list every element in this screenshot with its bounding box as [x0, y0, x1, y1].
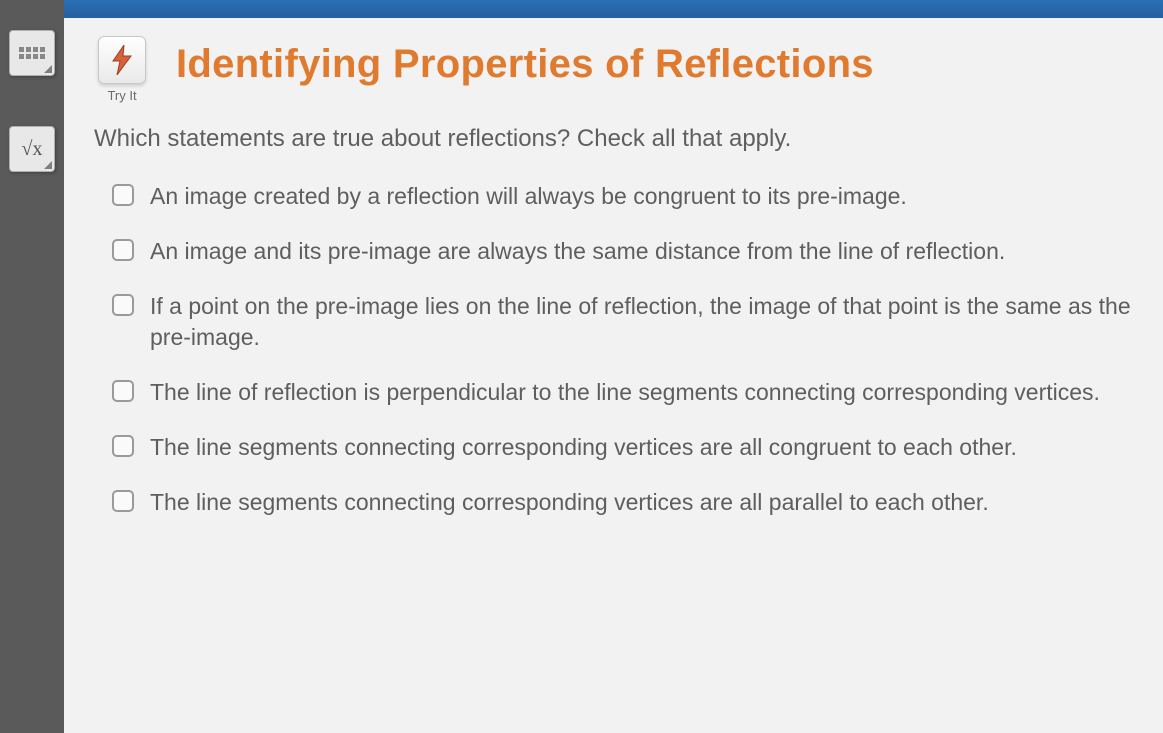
page-title: Identifying Properties of Reflections: [176, 36, 874, 87]
content-panel: Try It Identifying Properties of Reflect…: [64, 0, 1163, 733]
question-block: Which statements are true about reflecti…: [64, 125, 1163, 518]
option-checkbox[interactable]: [112, 294, 134, 316]
option-text: An image created by a reflection will al…: [150, 181, 907, 212]
left-tool-rail: √x: [0, 0, 64, 733]
lesson-header: Try It Identifying Properties of Reflect…: [64, 18, 1163, 125]
option-row[interactable]: The line segments connecting correspondi…: [112, 487, 1133, 518]
option-text: The line of reflection is perpendicular …: [150, 377, 1100, 408]
option-checkbox[interactable]: [112, 435, 134, 457]
expand-corner-icon: [44, 161, 52, 169]
sqrt-icon: √x: [22, 138, 43, 161]
option-text: The line segments connecting correspondi…: [150, 432, 1017, 463]
options-list: An image created by a reflection will al…: [94, 181, 1133, 518]
option-row[interactable]: An image and its pre-image are always th…: [112, 236, 1133, 267]
try-it-badge: Try It: [94, 36, 150, 103]
keyboard-icon: [19, 47, 45, 59]
option-row[interactable]: The line segments connecting correspondi…: [112, 432, 1133, 463]
expand-corner-icon: [44, 65, 52, 73]
option-checkbox[interactable]: [112, 380, 134, 402]
keyboard-tool-button[interactable]: [9, 30, 55, 76]
sqrt-tool-button[interactable]: √x: [9, 126, 55, 172]
option-text: If a point on the pre-image lies on the …: [150, 291, 1133, 353]
option-checkbox[interactable]: [112, 184, 134, 206]
option-row[interactable]: An image created by a reflection will al…: [112, 181, 1133, 212]
option-checkbox[interactable]: [112, 490, 134, 512]
option-checkbox[interactable]: [112, 239, 134, 261]
option-row[interactable]: The line of reflection is perpendicular …: [112, 377, 1133, 408]
try-it-label: Try It: [107, 88, 136, 103]
app-top-bar: [64, 0, 1163, 18]
question-prompt: Which statements are true about reflecti…: [94, 125, 1133, 153]
option-text: The line segments connecting correspondi…: [150, 487, 989, 518]
lightning-icon: [98, 36, 146, 84]
option-row[interactable]: If a point on the pre-image lies on the …: [112, 291, 1133, 353]
option-text: An image and its pre-image are always th…: [150, 236, 1005, 267]
